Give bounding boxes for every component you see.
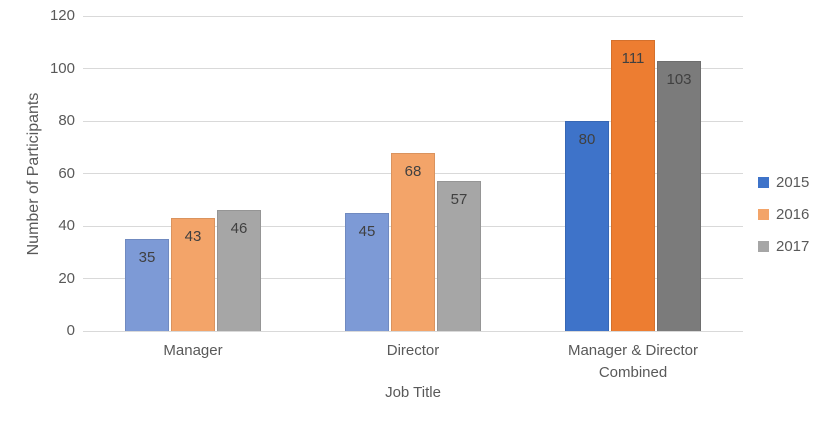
bar: 80 xyxy=(565,121,609,331)
bar-value-label: 68 xyxy=(404,162,422,180)
bar-value-label: 46 xyxy=(230,220,248,238)
legend-item: 2017 xyxy=(758,236,809,256)
bar-value-label: 80 xyxy=(578,131,596,148)
y-tick-label: 0 xyxy=(66,322,75,339)
bar: 57 xyxy=(437,181,481,331)
bar-value-label: 111 xyxy=(621,49,645,67)
bar-value-label: 43 xyxy=(184,228,202,246)
bar: 35 xyxy=(125,239,169,331)
gridline xyxy=(83,120,743,122)
category-label: Director xyxy=(386,342,440,359)
bar-value-label: 35 xyxy=(138,249,156,267)
x-axis-title: Job Title xyxy=(385,384,441,401)
legend-swatch xyxy=(758,176,769,188)
y-tick-label: 60 xyxy=(58,164,75,182)
bar: 43 xyxy=(171,218,215,331)
bar-value-label: 103 xyxy=(666,70,692,88)
y-tick-label: 20 xyxy=(58,269,75,287)
x-category-row: Manager Director Manager & Director Combin… xyxy=(83,340,743,384)
legend-swatch xyxy=(758,240,769,252)
bar: 103 xyxy=(657,60,701,331)
bar: 45 xyxy=(345,212,389,331)
category-label: Manager xyxy=(163,342,223,359)
legend-item: 2015 xyxy=(758,172,809,192)
y-tick-label: 40 xyxy=(58,217,75,234)
y-tick-label: 120 xyxy=(49,7,75,24)
gridline xyxy=(83,15,743,17)
bar: 68 xyxy=(391,152,435,331)
y-tick-label: 80 xyxy=(58,112,75,129)
gridline xyxy=(83,68,743,69)
bar-value-label: 57 xyxy=(450,191,468,209)
gridline xyxy=(83,330,743,332)
legend-label: 2017 xyxy=(776,237,810,255)
category-label: Manager & Director Combined xyxy=(567,342,699,381)
bar-value-label: 45 xyxy=(358,222,376,240)
legend-item: 2016 xyxy=(758,204,809,224)
legend-label: 2015 xyxy=(776,173,810,191)
bar: 111 xyxy=(611,39,655,331)
legend-swatch xyxy=(758,208,769,220)
legend-label: 2016 xyxy=(776,205,810,223)
bar: 46 xyxy=(217,210,261,331)
y-tick-label: 100 xyxy=(49,59,75,77)
plot-area: 35 43 46 45 68 57 80 111 103 xyxy=(83,15,743,332)
legend: 2015 2016 2017 xyxy=(758,172,809,268)
